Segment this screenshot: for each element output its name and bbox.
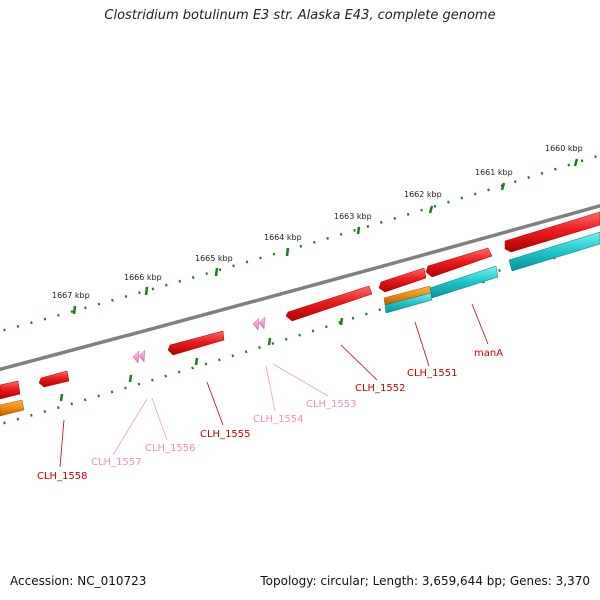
kbp-label: 1664 kbp: [264, 233, 302, 242]
scale-tick: [573, 158, 579, 167]
cds-feature-CLH_1551[interactable]: [425, 247, 493, 278]
cds-feature-manA[interactable]: [504, 211, 600, 253]
gene-label-CLH_1558[interactable]: CLH_1558: [37, 471, 88, 482]
gene-label-CLH_1551[interactable]: CLH_1551: [407, 368, 458, 379]
scale-tick: [428, 205, 434, 214]
genome-backbone: [0, 203, 600, 372]
pseudo-feature-CLH_1553[interactable]: [258, 316, 266, 330]
scale-tick: [214, 267, 219, 277]
cds-feature-CLH_1552[interactable]: [285, 285, 373, 322]
outer-scale-major-ticks: [72, 158, 579, 315]
leader-line: [471, 303, 489, 345]
gene-labels: manA CLH_1551 CLH_1552 CLH_1553 CLH_1554…: [37, 348, 503, 482]
leader-line: [59, 419, 65, 468]
accession-text: Accession: NC_010723: [10, 574, 147, 588]
pseudo-feature-CLH_1556[interactable]: [138, 349, 146, 363]
gene-label-CLH_1554[interactable]: CLH_1554: [253, 414, 304, 425]
inner-scale-ruler: [0, 235, 600, 426]
cyan-feature[interactable]: [384, 292, 433, 314]
scale-tick: [500, 182, 506, 191]
cds-feature-CLH_1551b[interactable]: [378, 267, 427, 293]
orange-feature-left[interactable]: [0, 399, 25, 417]
scale-tick: [194, 357, 199, 366]
cyan-feature[interactable]: [508, 231, 600, 272]
leader-line: [265, 365, 276, 412]
protein-track: [384, 231, 600, 314]
kbp-label: 1661 kbp: [475, 168, 513, 177]
scale-tick: [128, 374, 133, 383]
cds-feature-left-edge[interactable]: [0, 380, 21, 400]
outer-scale-ruler: [0, 153, 600, 333]
gene-label-manA[interactable]: manA: [474, 348, 503, 359]
leader-line: [272, 363, 329, 397]
scale-tick: [144, 286, 149, 296]
map-title: Clostridium botulinum E3 str. Alaska E43…: [104, 8, 496, 23]
kbp-label: 1666 kbp: [124, 273, 162, 282]
kbp-label: 1662 kbp: [404, 190, 442, 199]
scale-tick: [339, 317, 344, 326]
pseudogene-track: [132, 316, 266, 364]
leader-line: [340, 344, 378, 381]
scale-tick: [285, 247, 290, 257]
pseudo-feature-CLH_1557[interactable]: [132, 350, 140, 364]
kbp-label: 1665 kbp: [195, 254, 233, 263]
leader-line: [414, 321, 430, 367]
scale-tick: [59, 393, 64, 402]
scale-tick: [72, 305, 77, 315]
scale-tick: [356, 226, 361, 235]
scale-tick: [267, 337, 272, 346]
gene-label-CLH_1556[interactable]: CLH_1556: [145, 443, 196, 454]
leader-line: [112, 398, 148, 456]
gene-label-CLH_1552[interactable]: CLH_1552: [355, 383, 406, 394]
gene-label-CLH_1553[interactable]: CLH_1553: [306, 399, 357, 410]
leader-line: [206, 381, 224, 426]
scale-labels: 1660 kbp 1661 kbp 1662 kbp 1663 kbp 1664…: [52, 144, 583, 300]
leader-lines: [59, 303, 489, 468]
gene-label-CLH_1555[interactable]: CLH_1555: [200, 429, 251, 440]
cds-track: [0, 211, 600, 400]
kbp-label: 1663 kbp: [334, 212, 372, 221]
kbp-label: 1660 kbp: [545, 144, 583, 153]
cds-feature-CLH_1555[interactable]: [167, 330, 225, 356]
gene-label-CLH_1557[interactable]: CLH_1557: [91, 457, 142, 468]
genome-summary-text: Topology: circular; Length: 3,659,644 bp…: [260, 574, 590, 588]
pseudo-feature-CLH_1554[interactable]: [252, 317, 260, 331]
cds-feature-CLH_1558[interactable]: [38, 370, 70, 388]
kbp-label: 1667 kbp: [52, 291, 90, 300]
leader-line: [151, 397, 168, 441]
